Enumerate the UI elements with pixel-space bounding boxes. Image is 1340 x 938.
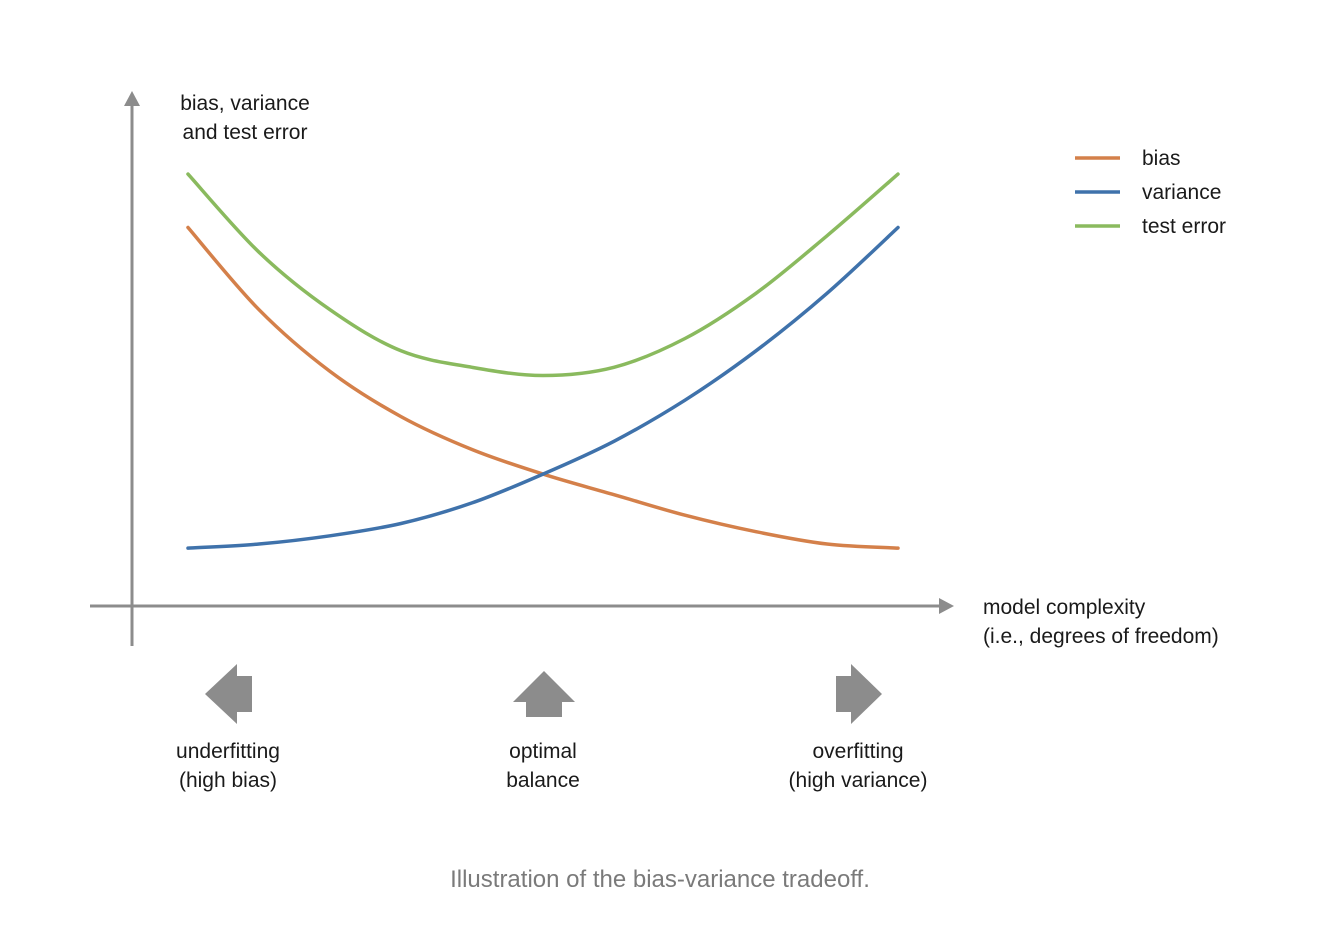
y-axis-label: bias, variance and test error	[180, 92, 310, 144]
legend-label-variance: variance	[1142, 181, 1221, 204]
figure-caption: Illustration of the bias-variance tradeo…	[450, 866, 870, 893]
legend-label-bias: bias	[1142, 147, 1181, 170]
x-axis-label: model complexity (i.e., degrees of freed…	[983, 596, 1219, 648]
series-line-bias	[186, 225, 900, 550]
series-layer	[186, 172, 900, 550]
arrow-left-icon	[205, 664, 252, 724]
annotation-overfitting: overfitting (high variance)	[788, 740, 928, 792]
y-axis-arrowhead	[124, 91, 140, 106]
annotation-underfitting: underfitting (high bias)	[176, 740, 280, 792]
arrow-up-icon	[513, 671, 575, 717]
x-axis-arrowhead	[939, 598, 954, 614]
arrow-right-icon	[836, 664, 882, 724]
annotation-optimal-balance: optimal balance	[506, 740, 580, 792]
series-line-test-error	[186, 172, 900, 378]
legend-label-test-error: test error	[1142, 215, 1226, 238]
legend: bias variance test error	[1075, 147, 1226, 238]
series-line-variance	[186, 225, 900, 550]
